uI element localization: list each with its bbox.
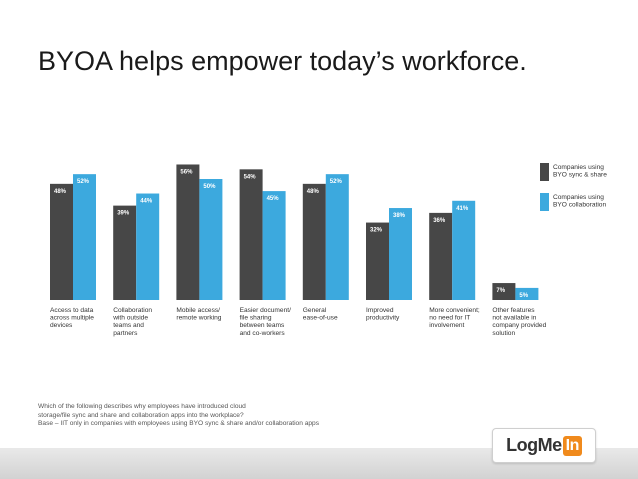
category-label-4-line-2: file sharing [240,315,272,322]
category-label-2-line-1: Collaboration [113,307,152,314]
category-label-1-line-3: devices [50,322,73,329]
category-label-7-line-2: no need for IT [429,315,470,322]
bar-value-label-8-series-1: 7% [496,288,505,294]
legend-swatch-series-1 [540,163,549,181]
bar-value-label-2-series-1: 39% [117,211,130,217]
category-label-6-line-2: productivity [366,315,400,322]
category-label-2-line-3: teams and [113,322,144,329]
bar-value-label-4-series-1: 54% [244,174,257,180]
category-label-2-line-2: with outside [112,315,148,322]
footnote-line-1: Which of the following describes why emp… [38,403,246,410]
logmein-logo: LogMe In [492,428,596,463]
bar-2-series-2 [136,193,160,300]
bar-value-label-8-series-2: 5% [519,293,528,299]
bar-value-label-3-series-2: 50% [203,184,216,190]
bar-8-series-1 [492,283,516,300]
bar-value-label-6-series-1: 32% [370,228,383,234]
bar-1-series-2 [73,174,96,300]
slide-title: BYOA helps empower today’s workforce. [38,46,527,76]
bar-6-series-2 [389,208,412,300]
bar-5-series-2 [325,174,349,300]
bar-3-series-1 [176,164,200,300]
category-label-8-line-2: not available in [492,315,536,322]
category-label-7-line-1: More convenient; [429,307,480,314]
bar-1-series-1 [50,183,73,300]
bar-value-label-5-series-1: 48% [307,189,320,195]
logo-text: LogMe [506,435,562,455]
legend-swatch-series-2 [540,193,549,211]
bar-7-series-2 [452,200,476,300]
category-label-5-line-2: ease-of-use [303,315,338,322]
bar-value-label-7-series-1: 36% [433,218,446,224]
footnote-line-3: Base – IIT only in companies with employ… [38,420,319,428]
category-label-4-line-4: and co-workers [240,330,286,337]
category-label-4-line-1: Easier document/ [240,307,291,314]
category-label-6-line-1: Improved [366,307,394,314]
legend-label-series-2-line-2: BYO collaboration [553,202,606,209]
bar-7-series-1 [429,212,453,300]
category-label-1-line-1: Access to data [50,307,94,314]
logo-in-badge: In [562,435,582,456]
category-label-8-line-4: solution [492,330,515,337]
legend-label-series-1-line-2: BYO sync & share [553,172,607,179]
footnote-line-2: storage/file sync and share and collabor… [38,411,244,419]
category-label-1-line-2: across multiple [50,315,94,322]
category-label-8-line-3: company provided [492,322,546,329]
category-label-3-line-2: remote working [176,315,221,322]
category-label-8-line-1: Other features [492,307,535,314]
bar-value-label-7-series-2: 41% [456,206,469,212]
category-label-2-line-4: partners [113,330,138,337]
bar-value-label-3-series-1: 56% [180,169,193,175]
bar-value-label-4-series-2: 45% [267,196,280,202]
category-label-5-line-1: General [303,307,327,314]
bar-value-label-6-series-2: 38% [393,213,406,219]
category-label-7-line-3: involvement [429,322,464,329]
bar-value-label-1-series-2: 52% [77,179,90,185]
bar-4-series-2 [262,191,286,300]
survey-footnote: Which of the following describes why emp… [38,403,458,429]
bar-6-series-1 [366,222,389,300]
legend-label-series-2-line-1: Companies using [553,194,604,201]
bar-5-series-1 [302,183,326,300]
category-label-4-line-3: between teams [240,322,285,329]
legend-label-series-1-line-1: Companies using [553,164,604,171]
bar-2-series-1 [113,205,137,300]
bar-8-series-2 [515,287,539,300]
bar-value-label-2-series-2: 44% [140,199,153,205]
category-label-3-line-1: Mobile access/ [176,307,220,314]
bar-3-series-2 [199,179,223,300]
bar-value-label-5-series-2: 52% [330,179,343,185]
bar-value-label-1-series-1: 48% [54,189,67,195]
bar-4-series-1 [239,169,263,300]
